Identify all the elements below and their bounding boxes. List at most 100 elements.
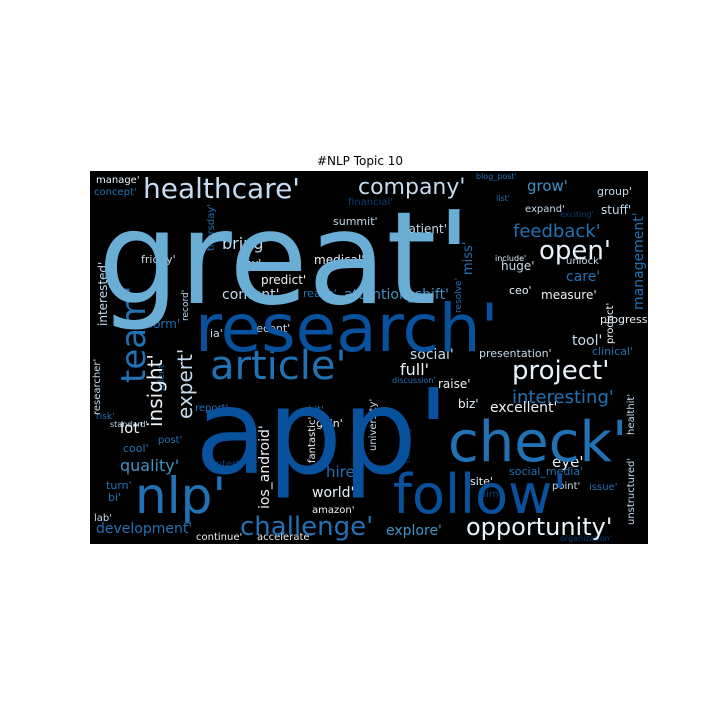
word-standard: standard': [110, 420, 148, 429]
word-ios-android: ios_android': [257, 425, 273, 509]
word-financial: financial': [348, 197, 393, 208]
word-blog-post: blog_post': [476, 172, 517, 181]
word-record: record': [181, 290, 191, 321]
word-site: site': [470, 475, 493, 488]
word-article: article': [210, 343, 346, 389]
word-accelerate: accelerate': [257, 532, 312, 543]
word-patient: patient': [401, 222, 447, 236]
word-nlp: nlp': [135, 467, 226, 525]
word-expert: expert': [173, 349, 197, 419]
word-biz: biz': [458, 397, 479, 411]
word-concept: concept': [94, 187, 137, 198]
word-group: group': [597, 185, 632, 198]
word-tuesday: tuesday': [403, 425, 413, 464]
word-unlock: unlock': [566, 256, 602, 267]
word-development: development': [96, 521, 192, 537]
word-app: app': [195, 363, 450, 501]
word-social: social': [410, 347, 454, 363]
word-ia: ia': [210, 327, 223, 340]
word-eye: eye': [552, 453, 583, 471]
word-cool: cool': [123, 442, 149, 455]
word-product: product': [605, 303, 616, 344]
word-exciting: exciting': [560, 210, 594, 219]
word-predict: predict': [261, 273, 306, 287]
word-thursday: thursday': [206, 204, 217, 251]
word-follow: follow': [393, 463, 567, 526]
word-quality: quality': [120, 456, 179, 475]
word-cloud-svg: discussion' blog_post' list' exciting' inclu…: [92, 172, 648, 543]
word-aim: aim': [480, 489, 501, 500]
word-continue: continue': [196, 532, 242, 543]
word-amazon: amazon': [312, 505, 354, 516]
word-risk: risk': [96, 412, 115, 422]
word-healthit: healthit': [626, 394, 637, 435]
word-bi: bi': [108, 491, 121, 504]
word-point: point': [552, 481, 580, 492]
word-recent: recent': [252, 322, 290, 335]
word-post: post': [158, 435, 182, 446]
word-hit: hit': [308, 405, 324, 416]
word-reach: reach': [303, 287, 337, 300]
word-interesting: interesting': [512, 387, 614, 408]
word-lab: lab': [94, 513, 112, 524]
word-turn: turn': [106, 479, 132, 492]
word-open: open': [539, 236, 611, 266]
word-discussion: discussion': [392, 376, 436, 385]
word-research: research': [195, 290, 499, 367]
word-insight: insight': [143, 354, 167, 427]
word-issue: issue': [589, 482, 617, 493]
word-unstructured: unstructured': [626, 458, 637, 525]
word-report: report': [195, 403, 228, 414]
word-check: check': [448, 410, 627, 475]
word-summit: summit': [333, 215, 378, 228]
word-organization: organization': [560, 534, 612, 543]
word-ceo: ceo': [509, 284, 532, 297]
word-university: university': [368, 399, 379, 451]
word-explore: explore': [386, 523, 442, 539]
word-miss: miss': [461, 242, 476, 275]
word-resolve: resolve': [454, 278, 464, 313]
word-progress: progress': [600, 313, 648, 326]
word-friday: friday': [141, 253, 176, 266]
word-bring: bring': [222, 234, 268, 253]
chart-title: #NLP Topic 10: [316, 154, 404, 168]
word-medical: medical': [314, 253, 365, 267]
word-list: list': [496, 194, 510, 203]
word-manage: manage': [96, 175, 140, 186]
word-cloud-canvas: discussion' blog_post' list' exciting' inclu…: [90, 171, 648, 544]
word-healthcare: healthcare': [143, 172, 300, 205]
word-include: include': [495, 254, 526, 263]
word-opportunity: opportunity': [466, 513, 612, 541]
word-presentation: presentation': [479, 347, 552, 360]
word-excellent: excellent': [490, 400, 557, 416]
word-world: world': [312, 485, 354, 501]
word-ipm: ipm': [243, 256, 252, 273]
word-raise: raise': [438, 377, 471, 391]
word-company: company': [358, 175, 465, 200]
word-content: content': [222, 287, 279, 303]
word-stuff: stuff': [601, 203, 631, 217]
word-talent: talent': [157, 362, 167, 391]
word-lot: lot': [120, 419, 143, 437]
word-center: center': [204, 459, 239, 470]
word-clinical: clinical': [592, 345, 633, 358]
word-attention-shift: attention_shift': [344, 287, 449, 303]
word-researcher: researcher': [92, 359, 103, 415]
word-transform: transform': [118, 317, 180, 331]
word-challenge: challenge': [240, 512, 373, 542]
word-expand: expand': [525, 204, 565, 215]
word-measure: measure': [541, 288, 597, 302]
word-huge: huge': [501, 259, 535, 273]
word-interested: interested': [96, 262, 110, 326]
word-project: project': [512, 356, 609, 386]
word-gain: gain': [316, 417, 343, 430]
word-feedback: feedback': [513, 221, 601, 242]
word-management: management': [631, 212, 647, 310]
word-key: key': [239, 257, 261, 270]
word-grow: grow': [527, 177, 568, 195]
word-full: full': [400, 360, 429, 379]
word-tool: tool': [572, 333, 602, 349]
word-hire: hire': [326, 463, 359, 481]
word-care: care': [566, 269, 600, 285]
word-team: team': [114, 285, 154, 383]
